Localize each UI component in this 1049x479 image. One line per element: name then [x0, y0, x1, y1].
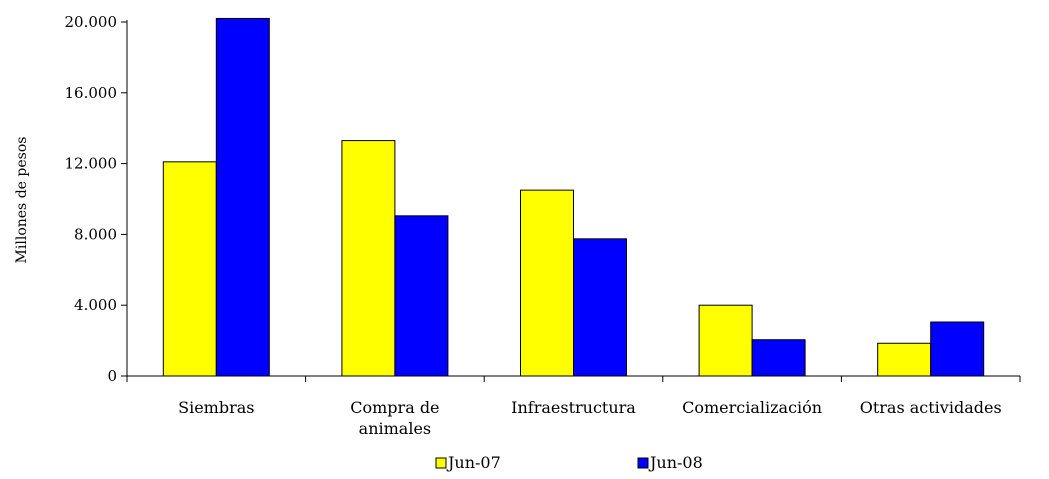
bar-jun-07-0: [162, 161, 217, 377]
plot-area: [162, 17, 985, 377]
y-tick-label-1: 4.000: [74, 296, 117, 314]
bar-jun-07-3: [698, 304, 753, 377]
bar-jun-08-1: [394, 215, 449, 377]
x-tick-label-2: Infraestructura: [511, 398, 636, 417]
x-tick-label-line: Otras actividades: [860, 398, 1002, 417]
bar-jun-08-3: [751, 339, 806, 377]
legend-swatch-0: [435, 457, 447, 469]
bar-jun-08-0: [215, 17, 270, 377]
bar-jun-07-4: [877, 342, 932, 377]
y-tick-label-0: 0: [107, 367, 117, 385]
x-tick-label-line: Comercialización: [682, 398, 822, 417]
legend-label-0: Jun-07: [446, 453, 501, 472]
x-tick-label-1: Compra de animales: [350, 398, 439, 438]
legend-swatch-1: [637, 457, 649, 469]
bar-jun-08-2: [573, 238, 627, 377]
x-tick-label-line: animales: [359, 419, 431, 438]
x-tick-label-line: Compra de: [350, 398, 439, 417]
y-tick-label-2: 8.000: [74, 225, 117, 243]
y-axis: Millones de pesos 0 4.000 8.000 12.000 16.00…: [14, 13, 128, 385]
bar-jun-08-4: [930, 321, 985, 377]
x-tick-label-3: Comercialización: [682, 398, 822, 417]
y-tick-label-5: 20.000: [65, 13, 118, 31]
bar-jun-07-1: [341, 140, 396, 377]
y-axis-label: Millones de pesos: [14, 137, 30, 264]
bar-jun-07-2: [520, 189, 574, 377]
y-tick-label-3: 12.000: [65, 155, 118, 173]
y-tick-label-4: 16.000: [65, 84, 118, 102]
legend: Jun-07 Jun-08: [435, 453, 703, 472]
legend-label-1: Jun-08: [648, 453, 703, 472]
x-tick-label-line: Infraestructura: [511, 398, 636, 417]
x-tick-label-line: Siembras: [178, 398, 254, 417]
x-axis: Siembras Compra de animales Infraestructura…: [126, 375, 1021, 438]
x-tick-label-4: Otras actividades: [860, 398, 1002, 417]
x-tick-label-0: Siembras: [178, 398, 254, 417]
